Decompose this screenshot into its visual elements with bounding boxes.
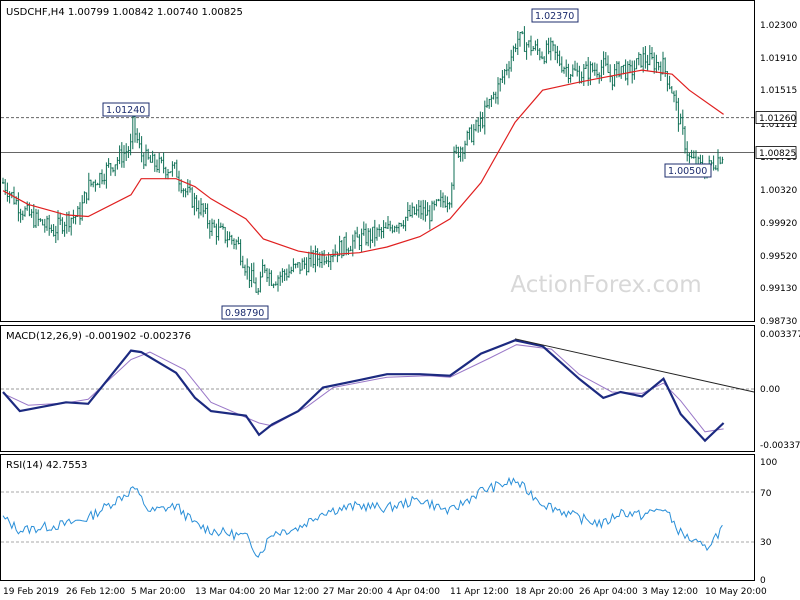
- y-tick-label: 1.01910: [760, 54, 797, 64]
- annotation-label: 1.02370: [535, 11, 574, 22]
- rsi-series-layer: [2, 476, 723, 558]
- y-tick-label: 0: [760, 576, 766, 586]
- y-tick-label: 1.02300: [760, 21, 797, 31]
- macd-panel-header: MACD(12,26,9) -0.001902 -0.002376: [6, 331, 191, 342]
- price-marker-box: [755, 146, 797, 159]
- price-annotation: 1.01240: [102, 102, 150, 117]
- annotation-box: [102, 102, 150, 117]
- macd-y-axis: 0.003377 0.00 -0.003373: [760, 330, 800, 451]
- x-tick-label: 18 Apr 20:00: [515, 587, 574, 597]
- x-tick-label: 11 Apr 12:00: [450, 587, 509, 597]
- y-tick-label: 100: [760, 458, 777, 468]
- macd-main-line: [2, 339, 725, 443]
- price-marker-box: [755, 111, 797, 124]
- price-series-layer: 1.01260 1.00825: [1, 26, 796, 295]
- price-panel-frame: [0, 0, 755, 322]
- rsi-panel-frame: [0, 454, 755, 581]
- macd-signal-line: [2, 344, 724, 433]
- price-annotation: 0.98790: [221, 305, 269, 320]
- annotation-box: [664, 163, 712, 178]
- y-tick-label: 70: [760, 489, 772, 499]
- y-tick-label: 30: [760, 538, 772, 548]
- rsi-y-axis: 100 70 30 0: [760, 458, 777, 586]
- y-tick-label: -0.003373: [760, 441, 800, 451]
- rsi-line: [2, 476, 723, 558]
- y-tick-label: 0.98730: [760, 317, 797, 327]
- x-tick-label: 13 Mar 04:00: [195, 587, 255, 597]
- ohlc-bars: [2, 26, 724, 295]
- x-tick-label: 19 Feb 2019: [3, 587, 59, 597]
- y-tick-label: 0.003377: [760, 330, 800, 340]
- y-tick-label: 1.01515: [760, 86, 797, 96]
- price-marker-label: 1.01260: [759, 114, 796, 124]
- y-tick-label: 0.99520: [760, 252, 797, 262]
- price-annotation: 1.02370: [531, 8, 579, 23]
- x-tick-label: 10 May 20:00: [705, 587, 767, 597]
- x-tick-label: 26 Feb 12:00: [66, 587, 125, 597]
- x-tick-label: 27 Mar 20:00: [323, 587, 383, 597]
- y-tick-label: 0.00: [760, 385, 780, 395]
- moving-average-line: [2, 69, 724, 256]
- macd-trendline: [514, 338, 755, 393]
- y-tick-label: 1.01111: [760, 120, 797, 130]
- x-tick-label: 5 Mar 20:00: [131, 587, 186, 597]
- macd-panel-frame: [0, 325, 755, 452]
- x-tick-label: 3 May 12:00: [642, 587, 698, 597]
- watermark: ActionForex.com: [510, 272, 701, 298]
- y-tick-label: 1.00320: [760, 186, 797, 196]
- macd-series-layer: [2, 338, 755, 443]
- price-panel-header: USDCHF,H4 1.00799 1.00842 1.00740 1.0082…: [6, 7, 243, 18]
- annotation-label: 1.01240: [106, 105, 145, 116]
- y-tick-label: 0.99130: [760, 284, 797, 294]
- price-marker-label: 1.00825: [759, 149, 796, 159]
- x-axis: 19 Feb 2019 26 Feb 12:00 5 Mar 20:00 13 …: [3, 587, 767, 597]
- price-annotation-layer: 1.02370 1.01240 1.00500 0.98790: [102, 8, 712, 320]
- annotation-label: 0.98790: [225, 308, 264, 319]
- annotation-box: [531, 8, 579, 23]
- annotation-label: 1.00500: [668, 166, 707, 177]
- price-annotation: 1.00500: [664, 163, 712, 178]
- x-tick-label: 20 Mar 12:00: [259, 587, 319, 597]
- y-tick-label: 0.99920: [760, 219, 797, 229]
- x-tick-label: 26 Apr 04:00: [579, 587, 638, 597]
- price-y-axis: 1.02300 1.01910 1.01515 1.01111 1.00710 …: [760, 21, 797, 327]
- x-tick-label: 4 Apr 04:00: [387, 587, 440, 597]
- rsi-panel-header: RSI(14) 42.7553: [6, 460, 87, 471]
- annotation-box: [221, 305, 269, 320]
